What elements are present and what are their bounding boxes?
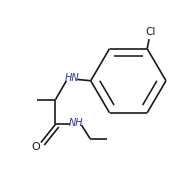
Text: Cl: Cl bbox=[146, 27, 156, 37]
Text: O: O bbox=[31, 142, 40, 152]
Text: HN: HN bbox=[64, 73, 79, 83]
Text: NH: NH bbox=[68, 118, 83, 127]
